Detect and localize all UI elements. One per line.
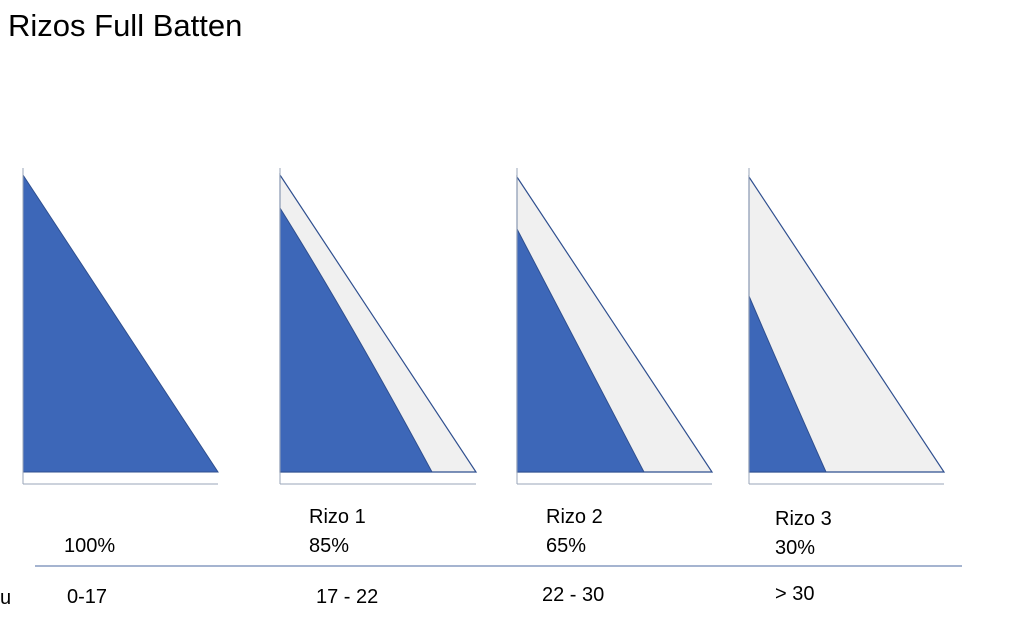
- sail-reef-1: [279, 168, 478, 485]
- wind-range: 17 - 22: [316, 586, 378, 608]
- sail-reef-2: [516, 168, 714, 485]
- wind-range: > 30: [775, 583, 814, 605]
- title: Rizos Full Batten: [8, 8, 242, 43]
- sail-area: [516, 228, 645, 473]
- sail-percent: 65%: [546, 535, 586, 557]
- sail-area: [22, 173, 219, 473]
- sail-reef-3: [748, 168, 946, 485]
- sail-percent: 85%: [309, 535, 349, 557]
- wind-range: 0-17: [67, 586, 107, 608]
- sail-label: Rizo 3: [775, 508, 832, 530]
- sail-label: Rizo 2: [546, 506, 603, 528]
- sail-area: [279, 206, 433, 473]
- sail-full: [22, 168, 219, 485]
- sail-area: [748, 295, 827, 473]
- sail-label: Rizo 1: [309, 506, 366, 528]
- sail-percent: 30%: [775, 537, 815, 559]
- wind-range: 22 - 30: [542, 584, 604, 606]
- sail-percent: 100%: [64, 535, 115, 557]
- row-label: u: [0, 587, 11, 609]
